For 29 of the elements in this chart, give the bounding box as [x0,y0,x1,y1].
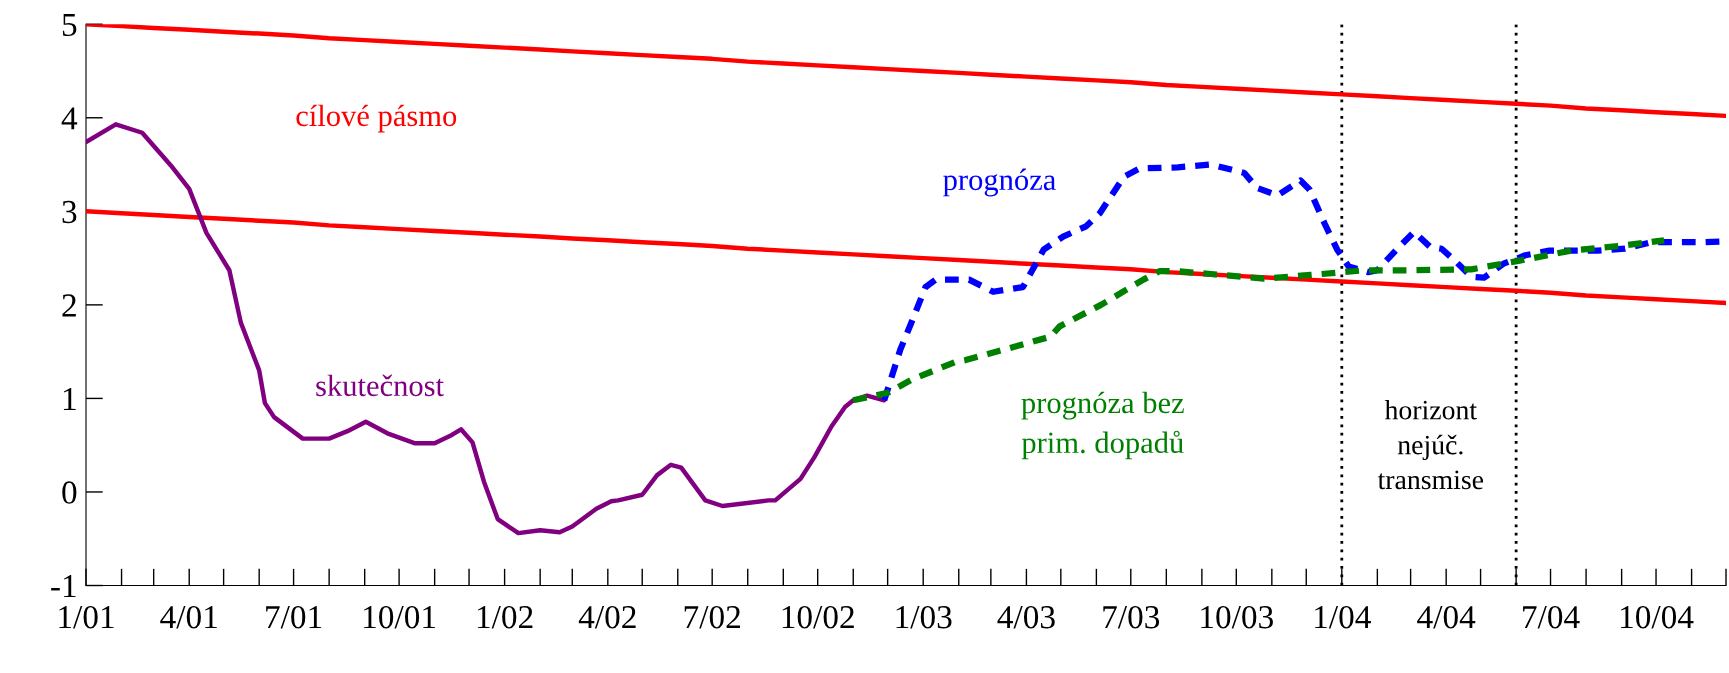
series-label: skutečnost [316,374,444,397]
series-label: prognóza bez prim. dopadů [1021,391,1184,460]
x-tick-label: 1/01 [59,605,114,629]
x-tick-label: 1/04 [1315,605,1371,629]
x-tick-label: 1/03 [896,605,952,629]
y-tick-label: 2 [62,294,76,317]
x-tick-label: 7/02 [684,605,740,629]
x-tick-label: 7/03 [1103,605,1160,629]
y-tick-label: 1 [63,387,76,410]
x-tick-label: 7/01 [266,605,322,629]
y-tick-label: 0 [62,481,77,504]
y-tick-label: 4 [61,107,78,130]
series-label: cílové pásmo [296,104,457,133]
y-tick-label: 5 [62,13,77,37]
y-tick-label: -1 [51,575,76,598]
x-tick-label: 4/03 [997,605,1055,629]
x-tick-label: 4/04 [1417,605,1476,629]
line-series [86,209,1726,306]
x-tick-label: 10/01 [364,605,436,629]
y-tick-label: 3 [62,200,77,224]
x-tick-label: 10/04 [1621,605,1694,629]
x-tick-label: 10/03 [1201,605,1273,629]
x-tick-label: 7/04 [1523,605,1580,629]
annotation: horizont nejúč. transmise [1377,399,1484,490]
x-tick-label: 1/02 [477,605,533,629]
x-tick-label: 4/01 [160,605,217,629]
series-label: prognóza [943,168,1056,197]
x-tick-label: 4/02 [578,605,636,629]
x-tick-label: 10/02 [782,605,854,629]
